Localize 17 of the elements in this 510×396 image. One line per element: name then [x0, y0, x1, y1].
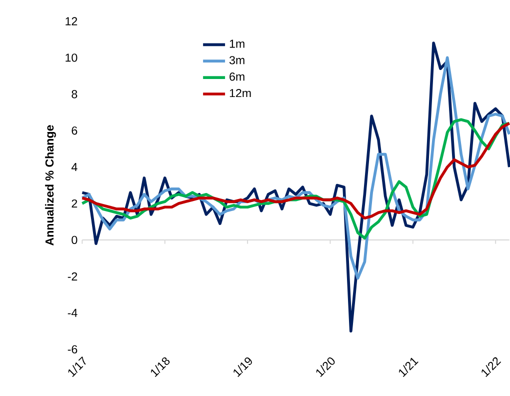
- x-tick-label: 1/19: [234, 358, 252, 378]
- legend-label: 1m: [230, 40, 244, 48]
- legend-label: 6m: [230, 72, 244, 81]
- y-tick-label: -6: [68, 345, 78, 354]
- y-axis-title: Annualized % Change: [45, 125, 56, 246]
- x-tick-label: 1/21: [398, 358, 418, 378]
- y-tick-label: 2: [72, 200, 78, 208]
- y-tick-label: 12: [66, 17, 78, 26]
- y-tick-label: 0: [72, 236, 78, 244]
- y-tick-label: 10: [66, 54, 78, 62]
- y-tick-label: 6: [72, 126, 78, 135]
- y-tick-label: -2: [68, 272, 78, 281]
- legend-label: 3m: [229, 56, 244, 64]
- y-tick-label: 4: [71, 163, 78, 172]
- legend-label: 12m: [230, 89, 251, 98]
- y-tick-label: -4: [68, 309, 78, 318]
- y-tick-label: 8: [72, 90, 78, 98]
